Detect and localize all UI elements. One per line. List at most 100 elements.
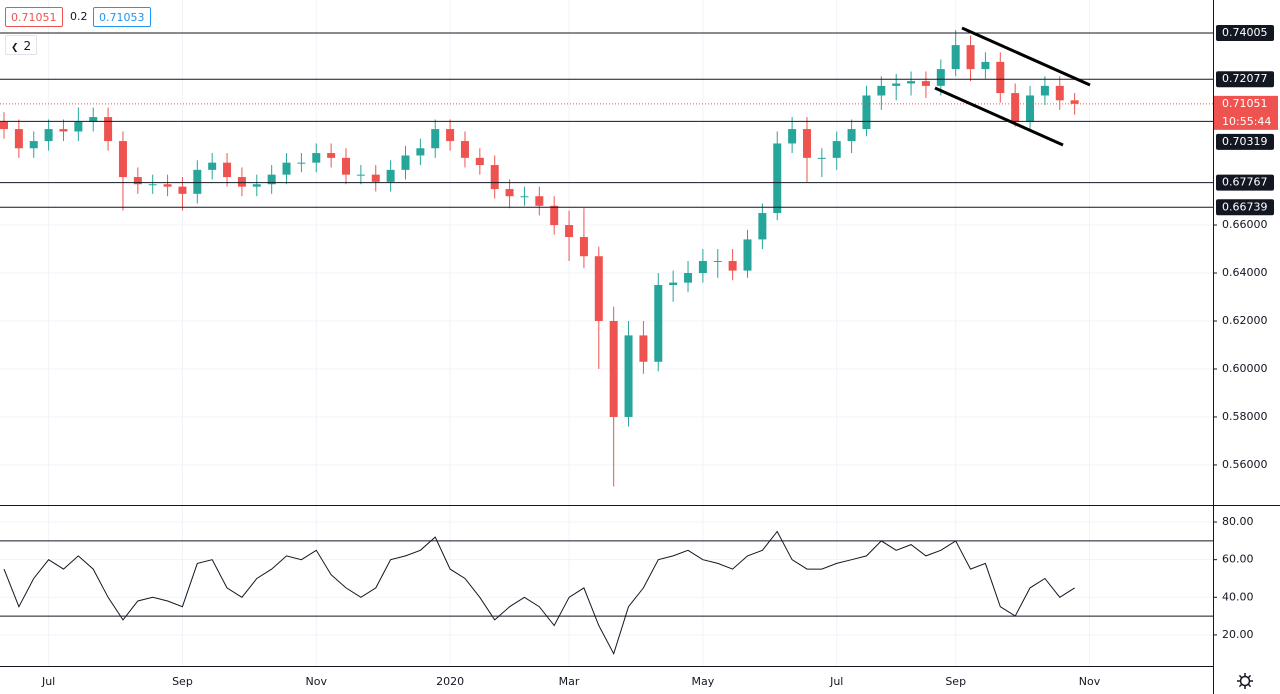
candle-body bbox=[684, 273, 693, 283]
candle-body bbox=[669, 282, 678, 286]
rsi-line bbox=[3, 530, 1075, 655]
candle-body bbox=[565, 225, 574, 238]
level-label: 0.70319 bbox=[1222, 135, 1268, 148]
candle-body bbox=[252, 184, 261, 187]
channel-line bbox=[934, 86, 1064, 147]
candle-body bbox=[594, 256, 603, 321]
candle-body bbox=[817, 157, 826, 159]
candle-body bbox=[14, 129, 23, 149]
level-label-bg bbox=[1216, 133, 1274, 150]
candle-body bbox=[773, 143, 782, 214]
time-axis-bg bbox=[0, 667, 1213, 694]
x-tick-label: Nov bbox=[1079, 675, 1101, 688]
level-label-bg bbox=[1216, 174, 1274, 191]
candle-body bbox=[475, 157, 484, 166]
x-tick-label: May bbox=[692, 675, 715, 688]
candle-body bbox=[535, 196, 544, 206]
x-tick-label: Nov bbox=[306, 675, 328, 688]
candle-body bbox=[981, 61, 990, 70]
candle-body bbox=[401, 155, 410, 170]
candle-body bbox=[788, 129, 797, 144]
candle-body bbox=[847, 129, 856, 142]
candle-body bbox=[758, 213, 767, 240]
level-label: 0.72077 bbox=[1222, 72, 1268, 85]
x-tick-label: Sep bbox=[945, 675, 966, 688]
level-label: 0.66739 bbox=[1222, 200, 1268, 213]
candle-body bbox=[579, 237, 588, 257]
y-tick-label: 40.00 bbox=[1222, 590, 1254, 603]
candle-body bbox=[624, 335, 633, 417]
channel-line bbox=[961, 26, 1091, 87]
candle-body bbox=[356, 174, 365, 176]
candle-body bbox=[0, 121, 8, 130]
candle-body bbox=[490, 165, 499, 190]
level-label-bg bbox=[1216, 199, 1274, 216]
candle-body bbox=[832, 141, 841, 158]
x-tick-label: Jul bbox=[829, 675, 843, 688]
candle-body bbox=[1070, 100, 1079, 104]
level-label-bg bbox=[1216, 24, 1274, 41]
level-label-bg bbox=[1216, 71, 1274, 88]
candle-body bbox=[208, 162, 217, 170]
countdown: 10:55:44 bbox=[1222, 115, 1271, 128]
candle-body bbox=[550, 205, 559, 226]
bid-price[interactable]: 0.71051 bbox=[5, 7, 63, 27]
candle-body bbox=[1040, 85, 1049, 96]
candle-body bbox=[698, 261, 707, 274]
y-tick-label: 0.58000 bbox=[1222, 410, 1268, 423]
candle-body bbox=[193, 169, 202, 194]
candle-body bbox=[118, 141, 127, 178]
candle-body bbox=[892, 83, 901, 86]
candle-body bbox=[386, 169, 395, 182]
candle-body bbox=[133, 177, 142, 185]
y-tick-label: 0.64000 bbox=[1222, 266, 1268, 279]
candle-body bbox=[609, 320, 618, 417]
settings-icon[interactable] bbox=[1237, 673, 1253, 689]
candle-body bbox=[282, 162, 291, 175]
level-label: 0.67767 bbox=[1222, 176, 1268, 189]
x-tick-label: Jul bbox=[41, 675, 55, 688]
candle-body bbox=[996, 61, 1005, 94]
candle-body bbox=[921, 81, 930, 86]
candle-body bbox=[342, 157, 351, 175]
candle-body bbox=[416, 148, 425, 156]
axis-labels: Jul Sep Nov 2020 Mar May Jul Sep Nov 0.66000 0.640… bbox=[41, 24, 1278, 688]
candle-body bbox=[44, 129, 53, 142]
ask-price[interactable]: 0.71053 bbox=[93, 7, 151, 27]
candle-body bbox=[312, 153, 321, 163]
candle-body bbox=[713, 261, 722, 263]
candle-body bbox=[862, 95, 871, 130]
x-tick-label: 2020 bbox=[436, 675, 464, 688]
candle-body bbox=[431, 129, 440, 149]
candle-body bbox=[446, 129, 455, 142]
indicator-toggle[interactable]: ❮ 2 bbox=[5, 35, 38, 55]
y-tick-label: 0.56000 bbox=[1222, 458, 1268, 471]
candle-body bbox=[907, 81, 916, 84]
candle-body bbox=[743, 239, 752, 271]
candle-body bbox=[1011, 93, 1020, 122]
candle-body bbox=[802, 129, 811, 158]
y-tick-label: 0.66000 bbox=[1222, 218, 1268, 231]
candle-body bbox=[371, 174, 380, 182]
candle-body bbox=[460, 141, 469, 158]
chevron: ❮ bbox=[11, 43, 19, 53]
level-label: 0.74005 bbox=[1222, 26, 1268, 39]
y-tick-label: 80.00 bbox=[1222, 515, 1254, 528]
candle-body bbox=[267, 174, 276, 185]
candle-body bbox=[505, 189, 514, 197]
grid bbox=[0, 0, 1213, 666]
candle-body bbox=[104, 117, 113, 142]
candle-body bbox=[936, 69, 945, 86]
y-tick-label: 60.00 bbox=[1222, 553, 1254, 566]
candle-body bbox=[966, 45, 975, 70]
candle-body bbox=[877, 85, 886, 96]
y-tick-label: 0.60000 bbox=[1222, 362, 1268, 375]
candle-body bbox=[951, 45, 960, 70]
candle-body bbox=[327, 153, 336, 158]
indicator-count: 2 bbox=[23, 39, 32, 53]
y-tick-label: 0.62000 bbox=[1222, 314, 1268, 327]
candle-body bbox=[74, 121, 83, 132]
candle-body bbox=[148, 184, 157, 186]
